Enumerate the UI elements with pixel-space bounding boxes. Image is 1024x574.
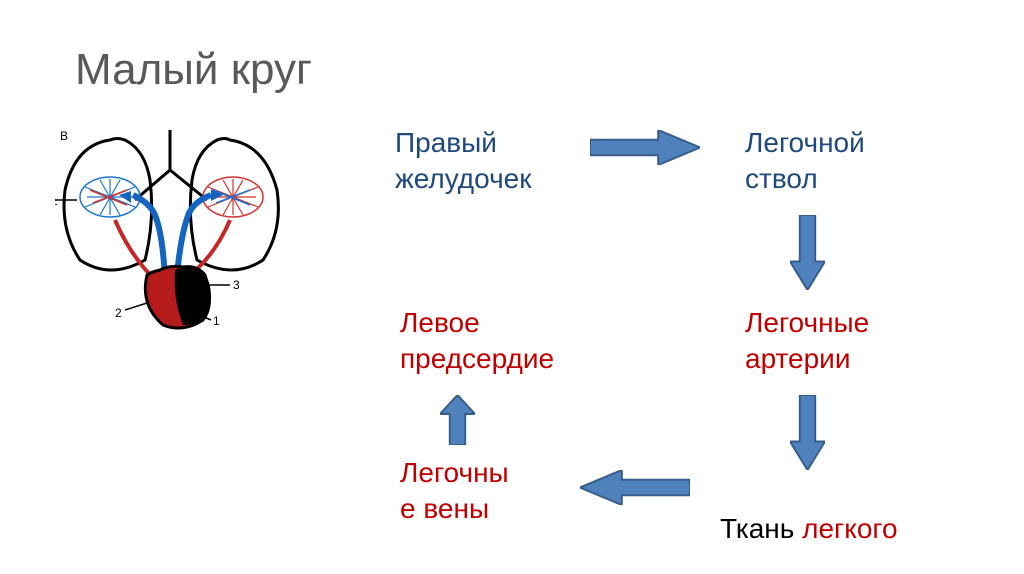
node-lung-tissue: Ткань легкого — [720, 475, 898, 548]
arrow-2 — [790, 215, 825, 290]
svg-text:1: 1 — [55, 194, 58, 208]
arrow-4 — [580, 470, 690, 505]
arrow-1 — [590, 130, 700, 165]
node-right-ventricle: Правый желудочек — [395, 125, 532, 198]
node-pulmonary-arteries: Легочные артерии — [745, 305, 869, 378]
page-title: Малый круг — [75, 45, 312, 95]
circulation-illustration: В 1 2 3 1 — [55, 125, 290, 335]
arrow-5 — [440, 395, 475, 445]
node-lung-tissue-pre: Ткань — [720, 513, 802, 544]
node-left-atrium: Левое предсердие — [400, 305, 554, 378]
node-pulmonary-trunk: Легочной ствол — [745, 125, 865, 198]
node-lung-tissue-em: легкого — [802, 513, 897, 544]
svg-text:2: 2 — [115, 306, 122, 320]
svg-text:1: 1 — [213, 314, 220, 328]
node-pulmonary-veins: Легочны е вены — [400, 455, 509, 528]
svg-text:В: В — [60, 129, 68, 143]
svg-text:3: 3 — [233, 278, 240, 292]
arrow-3 — [790, 395, 825, 470]
